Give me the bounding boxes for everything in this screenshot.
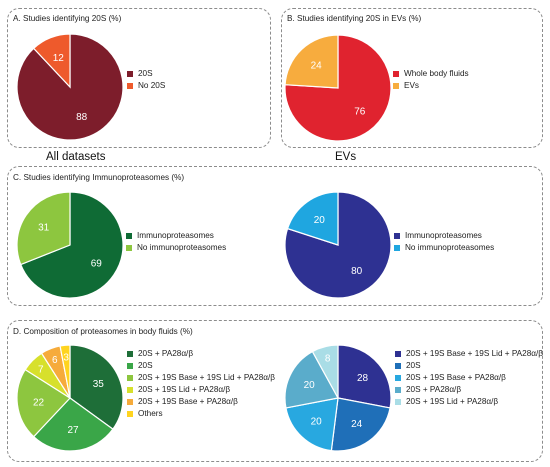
legend-swatch xyxy=(127,375,133,381)
legend-label: 20S + 19S Base + 19S Lid + PA28α/β xyxy=(406,349,543,358)
legend-item: 20S + 19S Lid + PA28α/β xyxy=(395,396,543,408)
legend-swatch xyxy=(395,351,401,357)
legend-item: Immunoproteasomes xyxy=(126,230,226,242)
legend-label: No 20S xyxy=(138,81,166,90)
legend-item: 20S xyxy=(127,360,275,372)
legend-item: 20S + PA28α/β xyxy=(395,384,543,396)
legend-d-all: 20S + PA28α/β 20S 20S + 19S Base + 19S Lid… xyxy=(127,348,275,420)
legend-swatch xyxy=(395,399,401,405)
legend-swatch xyxy=(393,83,399,89)
legend-swatch xyxy=(127,411,133,417)
legend-item: Immunoproteasomes xyxy=(394,230,494,242)
legend-label: 20S xyxy=(406,361,421,370)
legend-swatch xyxy=(126,233,132,239)
legend-swatch xyxy=(127,83,133,89)
legend-c-all: Immunoproteasomes No immunoproteasomes xyxy=(126,230,226,254)
legend-item: 20S xyxy=(127,68,165,80)
legend-swatch xyxy=(127,399,133,405)
legend-swatch xyxy=(127,387,133,393)
legend-item: 20S + 19S Base + PA28α/β xyxy=(395,372,543,384)
legend-swatch xyxy=(395,387,401,393)
legend-label: No immunoproteasomes xyxy=(405,243,495,252)
legend-b: Whole body fluids EVs xyxy=(393,68,469,92)
column-title-evs: EVs xyxy=(335,151,357,163)
legend-swatch xyxy=(393,71,399,77)
panel-d xyxy=(7,320,543,462)
legend-label: Immunoproteasomes xyxy=(137,231,214,240)
legend-label: 20S + 19S Lid + PA28α/β xyxy=(138,385,231,394)
legend-item: 20S + 19S Lid + PA28α/β xyxy=(127,384,275,396)
legend-swatch xyxy=(394,245,400,251)
legend-swatch xyxy=(395,375,401,381)
legend-label: 20S xyxy=(138,69,153,78)
legend-item: No immunoproteasomes xyxy=(394,242,494,254)
legend-label: Immunoproteasomes xyxy=(405,231,482,240)
legend-swatch xyxy=(127,71,133,77)
legend-label: 20S + 19S Base + 19S Lid + PA28α/β xyxy=(138,373,275,382)
legend-label: EVs xyxy=(404,81,420,90)
legend-c-evs: Immunoproteasomes No immunoproteasomes xyxy=(394,230,494,254)
legend-item: EVs xyxy=(393,80,469,92)
legend-item: No 20S xyxy=(127,80,165,92)
panel-c xyxy=(7,166,543,306)
legend-label: 20S + PA28α/β xyxy=(138,349,194,358)
panel-b-title: B. Studies identifying 20S in EVs (%) xyxy=(287,14,422,23)
panel-d-title: D. Composition of proteasomes in body fl… xyxy=(13,327,193,336)
legend-label: 20S + 19S Base + PA28α/β xyxy=(138,397,238,406)
legend-label: Whole body fluids xyxy=(404,69,469,78)
legend-label: 20S + 19S Base + PA28α/β xyxy=(406,373,506,382)
legend-item: Others xyxy=(127,408,275,420)
legend-a: 20S No 20S xyxy=(127,68,165,92)
legend-label: 20S + 19S Lid + PA28α/β xyxy=(406,397,499,406)
legend-item: 20S + PA28α/β xyxy=(127,348,275,360)
legend-item: 20S + 19S Base + PA28α/β xyxy=(127,396,275,408)
legend-swatch xyxy=(127,363,133,369)
legend-swatch xyxy=(126,245,132,251)
legend-item: 20S + 19S Base + 19S Lid + PA28α/β xyxy=(395,348,543,360)
panel-a xyxy=(7,8,271,148)
legend-item: Whole body fluids xyxy=(393,68,469,80)
panel-c-title: C. Studies identifying Immunoproteasomes… xyxy=(13,173,185,182)
column-title-all-datasets: All datasets xyxy=(46,151,106,163)
legend-item: 20S xyxy=(395,360,543,372)
legend-swatch xyxy=(394,233,400,239)
legend-label: 20S + PA28α/β xyxy=(406,385,462,394)
legend-label: No immunoproteasomes xyxy=(137,243,227,252)
legend-swatch xyxy=(395,363,401,369)
panel-a-title: A. Studies identifying 20S (%) xyxy=(13,14,122,23)
legend-d-evs: 20S + 19S Base + 19S Lid + PA28α/β 20S 20S… xyxy=(395,348,543,408)
legend-label: 20S xyxy=(138,361,153,370)
legend-swatch xyxy=(127,351,133,357)
legend-label: Others xyxy=(138,409,163,418)
legend-item: No immunoproteasomes xyxy=(126,242,226,254)
legend-item: 20S + 19S Base + 19S Lid + PA28α/β xyxy=(127,372,275,384)
panel-b xyxy=(281,8,543,148)
